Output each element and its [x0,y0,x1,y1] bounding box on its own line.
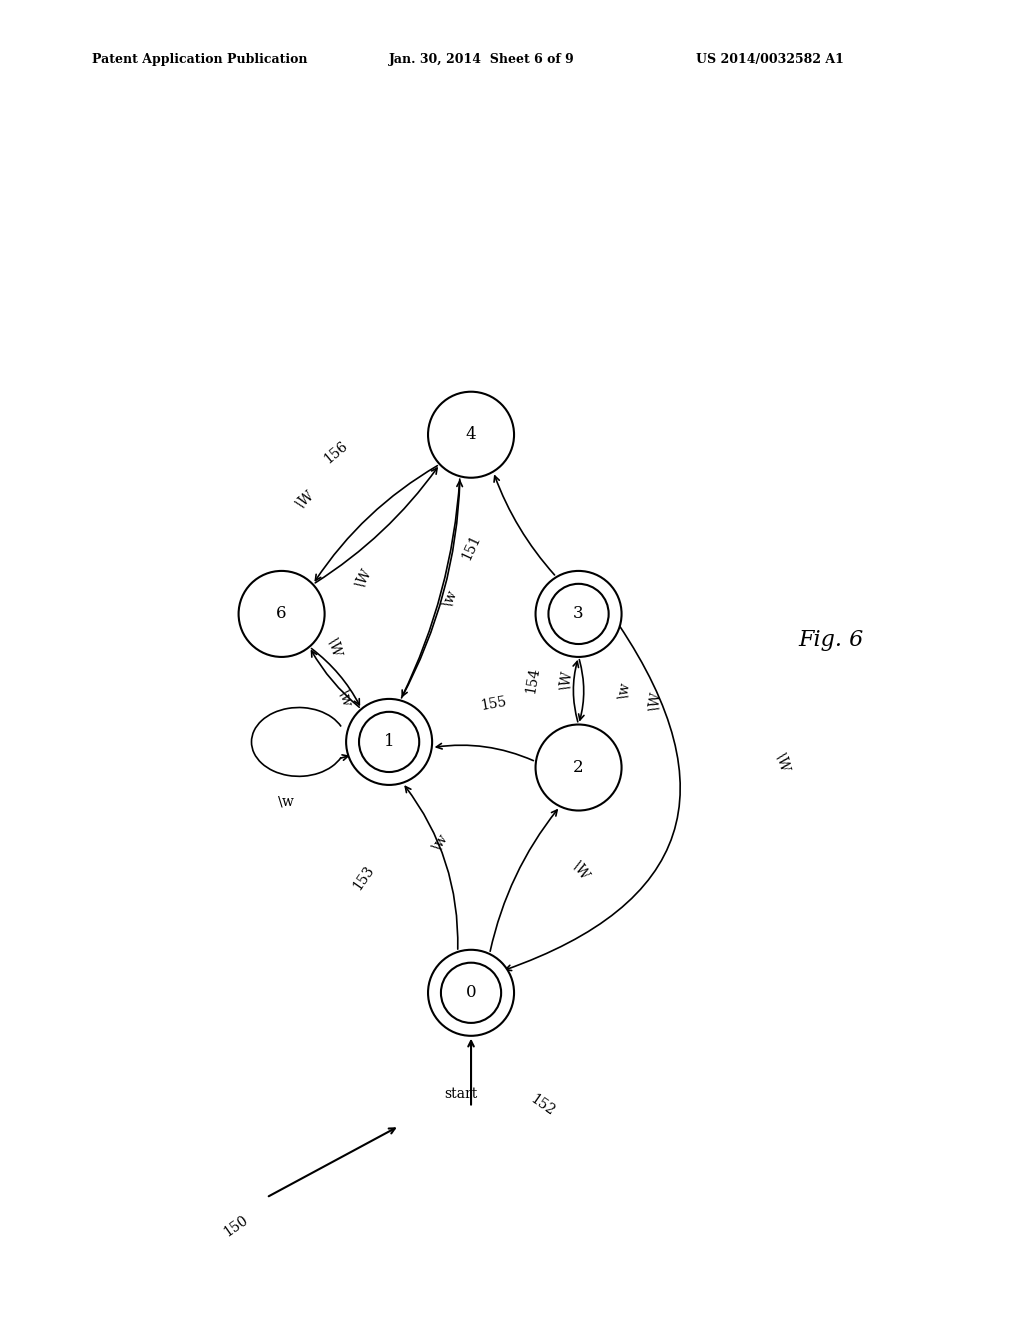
Text: 150: 150 [221,1213,251,1239]
Text: $\backslash$w: $\backslash$w [429,830,452,854]
Text: start: start [444,1086,477,1101]
Text: Jan. 30, 2014  Sheet 6 of 9: Jan. 30, 2014 Sheet 6 of 9 [389,53,574,66]
Text: 156: 156 [321,438,350,466]
Text: $\backslash$w: $\backslash$w [276,793,295,809]
Text: 1: 1 [384,734,394,750]
Text: $\backslash$W: $\backslash$W [325,635,346,660]
Text: 2: 2 [573,759,584,776]
Text: $\backslash$W: $\backslash$W [557,669,575,692]
Text: 152: 152 [527,1092,557,1119]
Text: 6: 6 [276,606,287,623]
Text: $\backslash$W: $\backslash$W [773,750,794,775]
Text: 154: 154 [523,667,542,694]
Text: $\backslash$w: $\backslash$w [336,688,355,709]
Circle shape [428,950,514,1036]
Text: Patent Application Publication: Patent Application Publication [92,53,307,66]
Text: US 2014/0032582 A1: US 2014/0032582 A1 [696,53,844,66]
Text: 0: 0 [466,985,476,1002]
Text: Fig. 6: Fig. 6 [799,628,864,651]
Circle shape [428,392,514,478]
Text: 155: 155 [480,694,508,713]
Circle shape [536,572,622,657]
Circle shape [239,572,325,657]
Text: 3: 3 [573,606,584,623]
Text: $\backslash$W: $\backslash$W [568,857,594,883]
Text: $\backslash$W: $\backslash$W [351,565,376,591]
Circle shape [346,698,432,785]
Text: $\backslash$w: $\backslash$w [615,680,634,701]
Text: 4: 4 [466,426,476,444]
Text: $\backslash$W: $\backslash$W [646,689,665,713]
Text: 153: 153 [350,863,377,892]
Text: $\backslash$w: $\backslash$w [440,587,461,610]
Circle shape [536,725,622,810]
Text: $\backslash$W: $\backslash$W [292,486,317,512]
Text: 151: 151 [459,532,483,562]
